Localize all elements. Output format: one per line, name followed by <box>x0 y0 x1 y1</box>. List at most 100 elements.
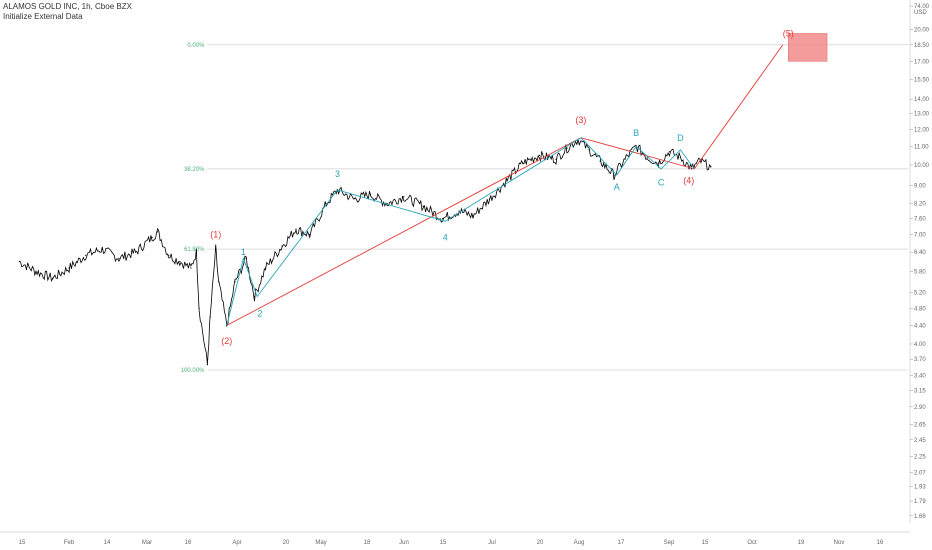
price-point-34 <box>442 218 444 220</box>
price-point-39 <box>522 162 524 164</box>
price-point-51 <box>668 151 671 153</box>
price-point-37 <box>489 198 491 200</box>
time-axis[interactable]: 15 Feb 14 Mar 16 Apr 20 May 18 Jun 15 Jul 20 Aug 17 Sep… <box>0 531 910 546</box>
time-tick-label-3: Mar <box>142 540 152 546</box>
price-point-45 <box>599 160 601 162</box>
wave-label-1: (2) <box>221 336 232 346</box>
price-tick-label-10: 9.00 <box>914 184 926 190</box>
price-tick-label-5: 14.00 <box>914 97 930 103</box>
price-point-24 <box>281 245 283 247</box>
price-tick-label-11: 8.20 <box>914 202 926 208</box>
time-tick-label-10: 15 <box>440 540 447 546</box>
price-tick-label-8: 11.00 <box>914 144 929 150</box>
time-tick-label-20: 16 <box>877 540 884 546</box>
price-point-22 <box>253 295 256 298</box>
fib-level-label-3: 100.00% <box>181 368 205 374</box>
time-tick-label-16: 15 <box>702 540 709 546</box>
price-tick-label-13: 7.00 <box>914 233 926 239</box>
price-point-12 <box>190 267 192 269</box>
wave-label-9: A <box>614 182 620 192</box>
price-tick-label-26: 2.25 <box>914 454 926 460</box>
wave-line-2 <box>580 137 695 176</box>
price-point-1 <box>35 270 37 272</box>
price-point-55 <box>710 166 712 168</box>
price-point-38 <box>505 180 507 182</box>
price-point-30 <box>370 193 372 195</box>
price-axis[interactable]: 74.00 20.00 18.50 17.00 15.50 14.00 13.00 12.00… <box>909 0 930 523</box>
price-point-7 <box>134 251 137 253</box>
wave-label-0: (1) <box>210 229 221 239</box>
price-tick-label-23: 2.90 <box>914 405 926 411</box>
time-tick-label-5: Apr <box>232 540 241 546</box>
price-tick-label-30: 1.66 <box>914 514 926 520</box>
wave-label-11: C <box>658 178 665 188</box>
time-tick-label-17: Oct <box>747 540 757 546</box>
time-tick-label-6: 20 <box>283 540 290 546</box>
price-point-14 <box>198 307 200 309</box>
price-point-33 <box>422 205 424 207</box>
price-point-29 <box>353 198 355 200</box>
price-currency-label: USD <box>914 10 927 16</box>
fib-retracement[interactable]: 0.00% 38.20% 61.80% 100.00% <box>181 43 908 374</box>
price-tick-label-19: 4.00 <box>914 342 926 348</box>
wave-label-7: 3 <box>335 169 340 179</box>
price-point-36 <box>472 215 474 217</box>
wave-label-6: 2 <box>257 309 262 319</box>
price-point-16 <box>209 316 211 318</box>
price-tick-label-18: 4.40 <box>914 323 926 329</box>
price-point-15 <box>206 364 208 366</box>
price-tick-label-29: 1.79 <box>914 499 926 505</box>
wave-label-12: D <box>677 133 684 143</box>
price-tick-label-14: 6.40 <box>914 250 926 256</box>
wave-label-10: B <box>633 128 639 138</box>
price-point-10 <box>168 254 170 256</box>
price-point-6 <box>118 257 120 259</box>
price-point-47 <box>624 158 626 160</box>
price-point-9 <box>157 231 159 233</box>
elliott-wave-lines[interactable] <box>226 33 828 326</box>
time-tick-label-1: Feb <box>64 540 75 546</box>
price-point-52 <box>679 156 682 158</box>
time-tick-label-8: 18 <box>364 540 371 546</box>
price-tick-label-22: 3.15 <box>914 389 926 395</box>
price-point-3 <box>68 267 70 269</box>
price-tick-label-15: 5.80 <box>914 269 926 275</box>
price-line <box>19 139 712 365</box>
price-tick-label-7: 12.00 <box>914 127 930 133</box>
wave-label-8: 4 <box>443 232 448 242</box>
indicator-label[interactable]: Initialize External Data <box>3 12 83 21</box>
price-point-35 <box>458 210 460 212</box>
time-tick-label-13: Aug <box>574 540 585 546</box>
price-point-42 <box>566 147 568 149</box>
price-tick-label-16: 5.20 <box>914 291 926 297</box>
price-point-26 <box>309 234 311 236</box>
price-tick-label-1: 20.00 <box>914 28 930 34</box>
fib-level-label-0: 0.00% <box>187 43 205 49</box>
time-tick-label-4: 16 <box>185 540 192 546</box>
price-point-13 <box>195 251 197 253</box>
price-point-11 <box>179 260 181 263</box>
wave-label-3: (4) <box>683 175 694 185</box>
price-point-41 <box>555 158 557 160</box>
time-tick-label-9: Jun <box>399 540 409 546</box>
time-tick-label-14: 17 <box>618 540 625 546</box>
time-tick-label-18: 19 <box>798 540 805 546</box>
time-tick-label-15: Sep <box>664 540 675 546</box>
price-point-44 <box>588 149 590 151</box>
wave-labels: (1) (2) (3) (4) (5) 1 2 3 4 A B C D <box>210 28 794 345</box>
price-tick-label-17: 4.80 <box>914 306 926 312</box>
price-point-17 <box>215 248 217 250</box>
wave-label-5: 1 <box>241 247 246 257</box>
wave-line-1 <box>226 137 582 326</box>
price-point-21 <box>245 257 247 259</box>
price-tick-label-12: 7.60 <box>914 217 926 223</box>
price-point-23 <box>264 267 267 269</box>
price-point-5 <box>101 248 103 250</box>
price-tick-label-4: 15.50 <box>914 77 930 83</box>
price-point-4 <box>85 254 87 256</box>
price-point-46 <box>613 174 615 176</box>
fib-level-label-1: 38.20% <box>184 167 205 173</box>
time-tick-label-7: May <box>315 540 326 546</box>
price-tick-label-0: 74.00 <box>914 4 930 10</box>
